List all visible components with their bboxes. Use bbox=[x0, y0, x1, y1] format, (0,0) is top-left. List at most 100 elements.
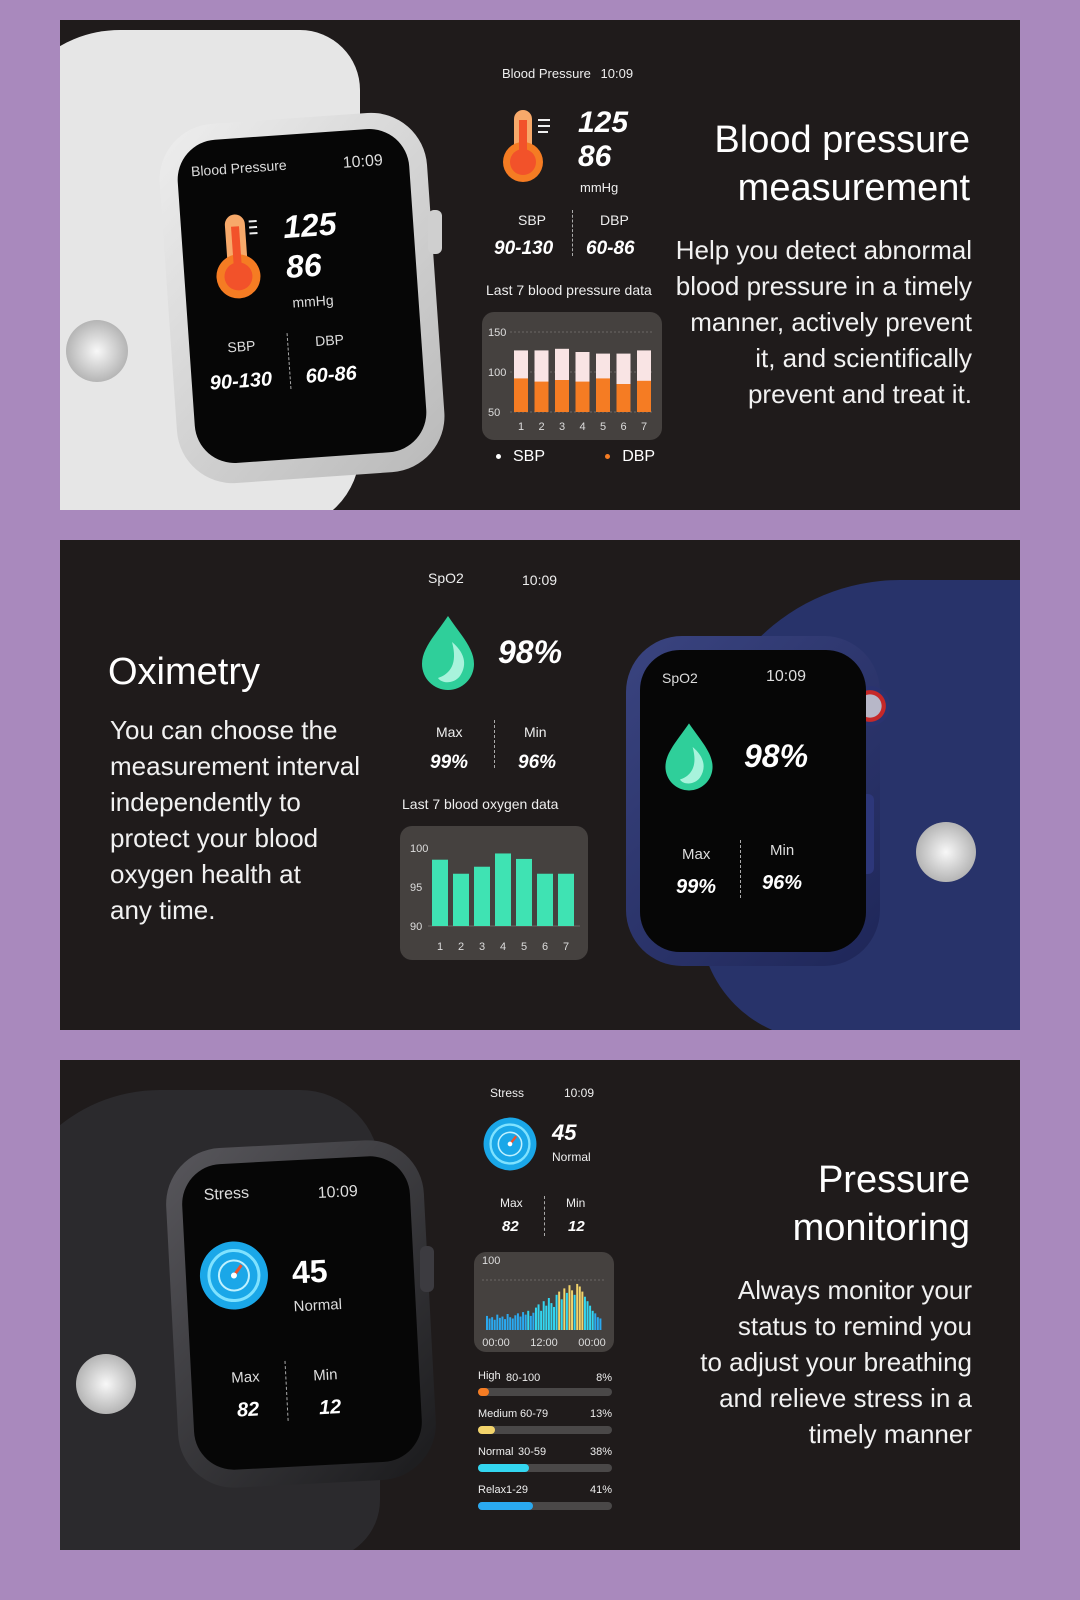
sbp-label: SBP bbox=[518, 212, 547, 228]
spo2-min-value: 96% bbox=[518, 752, 557, 773]
stress-bar bbox=[563, 1288, 566, 1330]
stress-max-label: Max bbox=[500, 1196, 523, 1210]
screen-divider bbox=[284, 1360, 289, 1421]
screen-stress-max-label: Max bbox=[230, 1368, 261, 1387]
level-row: Normal 30-59 38% bbox=[478, 1446, 612, 1480]
y-tick-label: 90 bbox=[410, 921, 422, 933]
oximetry-description: You can choose the measurement interval … bbox=[110, 712, 410, 928]
watch-crown bbox=[420, 1246, 434, 1292]
bp-unit: mmHg bbox=[580, 180, 619, 195]
stress-levels: High 80-100 8% Medium 60-79 13% Normal 3… bbox=[478, 1370, 612, 1520]
spo2-max-label: Max bbox=[436, 724, 463, 740]
stress-bar bbox=[565, 1292, 568, 1330]
thermometer-icon bbox=[210, 211, 265, 309]
stress-bar bbox=[506, 1314, 509, 1330]
stress-bar bbox=[540, 1310, 543, 1330]
stress-status: Normal bbox=[552, 1150, 591, 1164]
level-track bbox=[478, 1426, 612, 1434]
stress-bar bbox=[529, 1315, 532, 1330]
spo2-bar bbox=[537, 873, 553, 926]
x-tick-label: 7 bbox=[563, 941, 569, 953]
droplet-icon bbox=[416, 612, 480, 697]
level-range: 60-79 bbox=[520, 1408, 549, 1420]
level-row: Relax 1-29 41% bbox=[478, 1484, 612, 1518]
dbp-bar bbox=[616, 384, 631, 412]
screen-stress-value: 45 bbox=[290, 1252, 329, 1291]
level-fill bbox=[478, 1502, 533, 1510]
x-tick-label: 1 bbox=[437, 941, 443, 953]
level-range: 1-29 bbox=[506, 1484, 529, 1496]
level-range: 30-59 bbox=[518, 1446, 547, 1458]
x-tick-label: 00:00 bbox=[578, 1337, 606, 1349]
dbp-legend-label: DBP bbox=[622, 448, 656, 465]
watch-crown bbox=[428, 210, 442, 254]
screen-dbp-range: 60-86 bbox=[304, 362, 358, 388]
stress-max-value: 82 bbox=[502, 1218, 519, 1235]
stress-desc-line: Always monitor your bbox=[737, 1275, 972, 1305]
dbp-bar bbox=[575, 381, 590, 412]
y-tick-label: 100 bbox=[488, 367, 506, 379]
stress-bar bbox=[555, 1294, 558, 1330]
bp-diastolic: 86 bbox=[578, 140, 612, 173]
stress-chart-svg: 100 00:00 12:00 00:00 bbox=[482, 1255, 606, 1349]
x-tick-label: 6 bbox=[620, 421, 626, 433]
screen-bp-diastolic: 86 bbox=[284, 246, 323, 286]
screen-stress-title: Stress bbox=[203, 1184, 250, 1204]
level-fill bbox=[478, 1426, 496, 1434]
screen-spo2-time: 10:09 bbox=[766, 668, 807, 685]
y-tick-label: 100 bbox=[410, 843, 428, 855]
stress-bar bbox=[581, 1291, 584, 1330]
bp-chart-caption: Last 7 blood pressure data bbox=[486, 282, 652, 298]
screen-divider bbox=[740, 840, 741, 898]
x-tick-label: 00:00 bbox=[482, 1337, 510, 1349]
watch-button-round bbox=[66, 320, 128, 382]
level-fill bbox=[478, 1388, 489, 1396]
spo2-bar bbox=[495, 853, 511, 926]
stress-bar bbox=[532, 1312, 535, 1330]
level-name: Medium bbox=[478, 1408, 518, 1420]
spo2-bar bbox=[516, 858, 532, 926]
y-tick-label: 100 bbox=[482, 1255, 500, 1267]
screen-spo2-min-value: 96% bbox=[762, 872, 803, 894]
x-tick-label: 1 bbox=[518, 421, 524, 433]
level-track bbox=[478, 1388, 612, 1396]
bp-heading: Blood pressure measurement bbox=[650, 116, 970, 212]
stress-bar bbox=[547, 1298, 550, 1330]
thermometer-icon-large bbox=[500, 106, 556, 191]
watch-screen-spo2: SpO2 10:09 98% Max Min 99% 96% bbox=[640, 650, 866, 952]
dbp-bar bbox=[534, 381, 549, 412]
spo2-desc-line: any time. bbox=[110, 895, 216, 925]
screen-stress-min-label: Min bbox=[312, 1366, 338, 1385]
x-tick-label: 2 bbox=[538, 421, 544, 433]
screen-bp-systolic: 125 bbox=[281, 205, 338, 246]
bp-legend: SBP DBP bbox=[496, 448, 655, 466]
x-tick-label: 5 bbox=[600, 421, 606, 433]
level-fill bbox=[478, 1464, 529, 1472]
stress-bar bbox=[560, 1299, 563, 1330]
spo2-chart-svg: 100 95 90 1 2 3 4 5 6 7 bbox=[410, 843, 580, 953]
dbp-legend-dot bbox=[605, 454, 611, 460]
dbp-bar bbox=[637, 380, 651, 412]
stress-desc-line: status to remind you bbox=[737, 1311, 972, 1341]
stress-bar bbox=[596, 1317, 599, 1330]
watch-screen-bp: Blood Pressure 10:09 125 86 mmHg SBP DBP… bbox=[174, 126, 430, 466]
stress-chart: 100 00:00 12:00 00:00 bbox=[474, 1252, 614, 1352]
spo2-desc-line: oxygen health at bbox=[110, 859, 301, 889]
bp-title-text: Blood Pressure bbox=[502, 66, 591, 81]
spo2-bar bbox=[453, 873, 469, 926]
bp-chart-svg: 150 100 50 1 2 3 4 5 6 7 bbox=[488, 327, 654, 433]
spo2-bar bbox=[474, 866, 490, 926]
stress-bar bbox=[504, 1319, 507, 1330]
level-range: 80-100 bbox=[506, 1372, 541, 1384]
stress-bar bbox=[591, 1310, 594, 1330]
stress-bar bbox=[519, 1316, 522, 1330]
stress-bar bbox=[537, 1304, 540, 1330]
droplet-icon bbox=[660, 718, 718, 799]
stress-bar bbox=[589, 1305, 592, 1330]
stress-bar bbox=[527, 1310, 530, 1330]
bp-desc-line: manner, actively prevent bbox=[690, 307, 972, 337]
bp-desc-line: blood pressure in a timely bbox=[675, 271, 972, 301]
oximetry-panel: Oximetry You can choose the measurement … bbox=[60, 540, 1020, 1030]
level-percent: 41% bbox=[589, 1484, 612, 1496]
stress-gauge-icon bbox=[482, 1116, 538, 1177]
